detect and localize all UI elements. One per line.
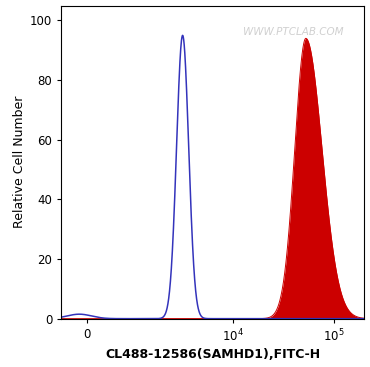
Y-axis label: Relative Cell Number: Relative Cell Number: [13, 96, 26, 228]
Text: WWW.PTCLAB.COM: WWW.PTCLAB.COM: [243, 28, 344, 37]
X-axis label: CL488-12586(SAMHD1),FITC-H: CL488-12586(SAMHD1),FITC-H: [105, 348, 320, 361]
